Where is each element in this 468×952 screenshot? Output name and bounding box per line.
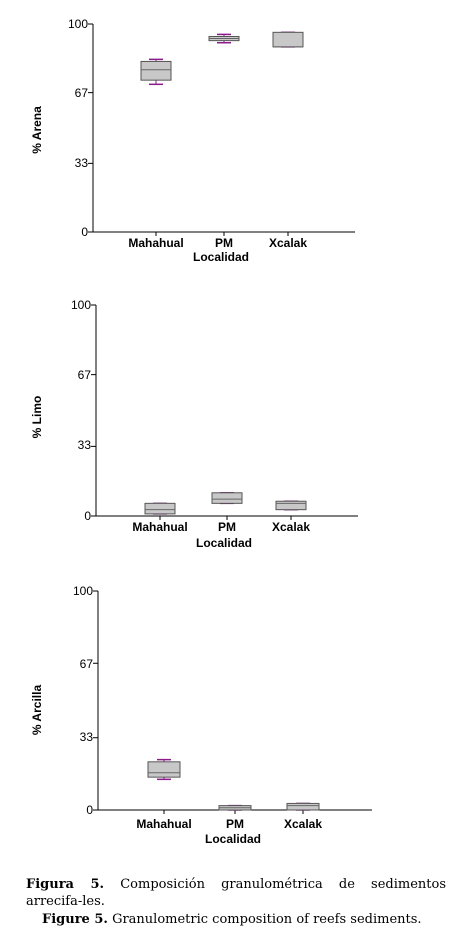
- y-ticks: [88, 23, 289, 236]
- chart-arena: 0 33 67 100 Mahahual PM Xcalak Localidad…: [30, 17, 355, 264]
- x-tick-label: PM: [215, 236, 233, 250]
- y-ticks: [91, 304, 292, 520]
- y-tick-label: 100: [68, 17, 88, 31]
- box-iqr-mahahual: [140, 60, 172, 81]
- x-tick-label: Mahahual: [132, 520, 187, 534]
- box-iqr-xcalak: [275, 500, 307, 511]
- y-tick-label: 33: [75, 156, 89, 170]
- caption-es-text: Composición granulométrica de sedimentos…: [26, 877, 446, 909]
- y-tick-label: 0: [81, 225, 88, 239]
- caption-english: Figure 5. Granulometric composition of r…: [42, 911, 462, 928]
- box-iqr-xcalak: [286, 802, 320, 811]
- x-axis-label: Localidad: [205, 832, 261, 846]
- y-tick-label: 67: [75, 86, 89, 100]
- y-ticks: [93, 590, 304, 814]
- caption-spanish: Figura 5. Composición granulométrica de …: [26, 876, 446, 910]
- x-tick-label: PM: [218, 520, 236, 534]
- figure-panels: 0 33 67 100 Mahahual PM Xcalak Localidad…: [30, 17, 372, 846]
- y-tick-label: 67: [78, 368, 92, 382]
- x-tick-label: Xcalak: [284, 817, 322, 831]
- x-tick-label: Mahahual: [128, 236, 183, 250]
- x-axis-label: Localidad: [193, 250, 249, 264]
- caption-es-label: Figura 5.: [26, 877, 105, 892]
- boxes: [147, 758, 320, 811]
- caption-en-label: Figure 5.: [42, 912, 108, 927]
- x-tick-label: Xcalak: [272, 520, 310, 534]
- y-axis-label: % Limo: [30, 396, 44, 439]
- y-axis-label: % Arena: [30, 106, 44, 154]
- chart-arcilla: 0 33 67 100 Mahahual PM Xcalak Localidad…: [30, 584, 372, 846]
- y-tick-label: 33: [80, 730, 94, 744]
- y-axis-label: % Arcilla: [30, 685, 44, 736]
- box-iqr-xcalak: [272, 31, 304, 48]
- y-tick-label: 100: [71, 298, 91, 312]
- x-tick-label: Mahahual: [136, 817, 191, 831]
- chart-limo: 0 33 67 100 Mahahual PM Xcalak Localidad…: [30, 298, 358, 550]
- box-iqr-mahahual: [147, 761, 181, 778]
- y-tick-label: 0: [86, 803, 93, 817]
- x-tick-label: Xcalak: [269, 236, 307, 250]
- box-iqr-pm: [211, 492, 243, 504]
- y-tick-label: 33: [78, 438, 92, 452]
- boxes: [144, 492, 307, 515]
- boxes: [140, 31, 304, 86]
- x-tick-label: PM: [226, 817, 244, 831]
- y-tick-label: 100: [73, 584, 93, 598]
- y-tick-label: 67: [80, 657, 94, 671]
- y-tick-label: 0: [84, 509, 91, 523]
- x-axis-label: Localidad: [196, 536, 252, 550]
- box-iqr-mahahual: [144, 502, 176, 515]
- caption-en-text: Granulometric composition of reefs sedim…: [112, 912, 422, 927]
